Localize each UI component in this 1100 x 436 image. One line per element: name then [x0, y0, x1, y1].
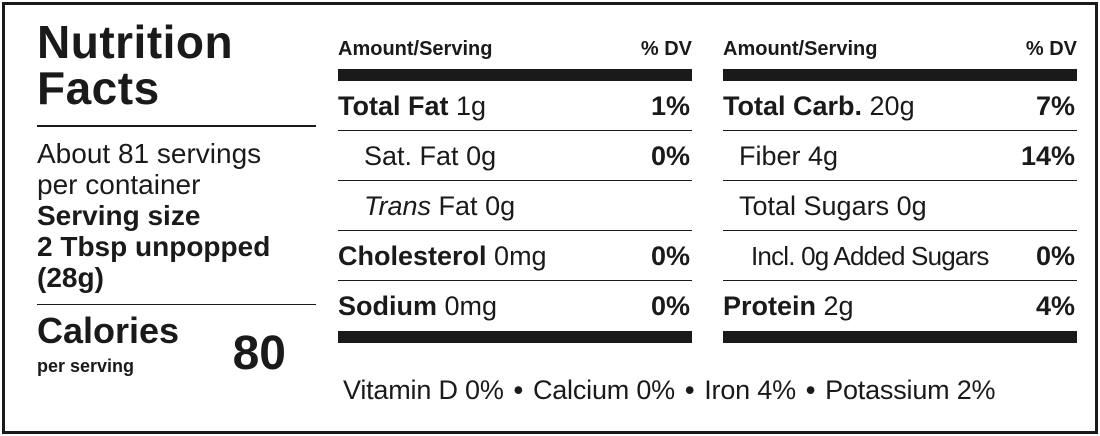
vitamins-line: Vitamin D 0% • Calcium 0% • Iron 4% • Potassiu…	[343, 370, 1083, 410]
nutrient-amount: 0g	[485, 191, 516, 221]
thick-bar	[338, 69, 692, 81]
potassium: Potassium 2%	[825, 375, 996, 405]
separator: •	[684, 375, 695, 405]
serving-size-grams: (28g)	[37, 261, 104, 293]
nutrient-amount: 4g	[808, 141, 839, 171]
table-header: Amount/Serving % DV	[338, 35, 692, 69]
nutrient-name: Fat	[438, 191, 478, 221]
dv-header: % DV	[640, 38, 692, 60]
nutrient-dv: 14%	[1020, 141, 1075, 171]
nutrient-table-right: Amount/Serving % DV Total Carb. 20g 7% F…	[723, 35, 1077, 343]
nutrient-row-sodium: Sodium 0mg 0%	[338, 281, 692, 331]
calories-value: 80	[232, 327, 286, 380]
nutrient-dv: 0%	[650, 241, 690, 271]
serving-size-label: Serving size	[37, 199, 201, 231]
calories-label: Calories	[37, 310, 180, 351]
nutrient-name: Fiber	[739, 141, 801, 171]
nutrient-row-protein: Protein 2g 4%	[723, 281, 1077, 331]
nutrient-amount: 2g	[823, 291, 854, 321]
separator: •	[513, 375, 523, 405]
nutrient-name: Incl. 0g Added Sugars	[751, 241, 989, 271]
divider	[37, 303, 316, 305]
nutrient-row-cholesterol: Cholesterol 0mg 0%	[338, 231, 692, 281]
thick-bar	[723, 69, 1077, 81]
amount-serving-header: Amount/Serving	[723, 38, 878, 60]
nutrient-name: Sat. Fat	[364, 141, 459, 171]
nutrient-amount: 0mg	[444, 291, 498, 321]
amount-serving-header: Amount/Serving	[338, 38, 493, 60]
label-left-column: Nutrition Facts About 81 servings per co…	[37, 19, 316, 385]
title-line-1: Nutrition	[37, 16, 234, 68]
nutrient-table-left: Amount/Serving % DV Total Fat 1g 1% Sat.…	[338, 35, 692, 343]
nutrient-amount: 1g	[456, 91, 487, 121]
nutrient-dv: 0%	[650, 141, 690, 171]
nutrient-name: Sodium	[338, 291, 437, 321]
divider	[37, 125, 316, 127]
nutrient-amount: 0mg	[494, 241, 547, 271]
thick-bar	[338, 331, 692, 343]
nutrient-dv: 0%	[1035, 241, 1075, 271]
nutrient-name-italic: Trans	[364, 191, 432, 221]
nutrient-amount: 0g	[896, 191, 927, 221]
nutrient-row-trans-fat: Trans Fat 0g	[338, 181, 692, 231]
nutrient-row-total-carb: Total Carb. 20g 7%	[723, 81, 1077, 131]
nutrient-name: Protein	[723, 291, 817, 321]
nutrient-row-total-fat: Total Fat 1g 1%	[338, 81, 692, 131]
dv-header: % DV	[1025, 38, 1077, 60]
iron: Iron 4%	[704, 375, 796, 405]
nutrient-name: Cholesterol	[338, 241, 487, 271]
nutrient-dv: 4%	[1035, 291, 1075, 321]
nutrient-name: Total Sugars	[739, 191, 890, 221]
calories-sub: per serving	[37, 356, 135, 376]
nutrient-name: Total Carb.	[723, 91, 863, 121]
servings-line-2: per container	[37, 168, 201, 200]
label-title: Nutrition Facts	[37, 19, 316, 111]
calcium: Calcium 0%	[532, 375, 675, 405]
separator: •	[805, 375, 816, 405]
nutrient-dv: 0%	[650, 291, 690, 321]
nutrient-row-added-sugars: Incl. 0g Added Sugars 0%	[723, 231, 1077, 281]
thick-bar	[723, 331, 1077, 343]
servings-block: About 81 servings per container Serving …	[37, 127, 316, 293]
vitamin-d: Vitamin D 0%	[343, 375, 504, 405]
nutrient-amount: 20g	[869, 91, 915, 121]
table-header: Amount/Serving % DV	[723, 35, 1077, 69]
nutrient-amount: 0g	[466, 141, 497, 171]
nutrient-dv: 7%	[1035, 91, 1075, 121]
servings-line-1: About 81 servings	[37, 137, 262, 169]
title-line-2: Facts	[37, 62, 160, 114]
nutrient-row-fiber: Fiber 4g 14%	[723, 131, 1077, 181]
serving-size-amount: 2 Tbsp unpopped	[37, 230, 271, 262]
calories-row: Calories per serving 80	[37, 305, 316, 385]
nutrient-row-total-sugars: Total Sugars 0g	[723, 181, 1077, 231]
nutrient-name: Total Fat	[338, 91, 449, 121]
nutrient-row-sat-fat: Sat. Fat 0g 0%	[338, 131, 692, 181]
nutrient-dv: 1%	[650, 91, 690, 121]
